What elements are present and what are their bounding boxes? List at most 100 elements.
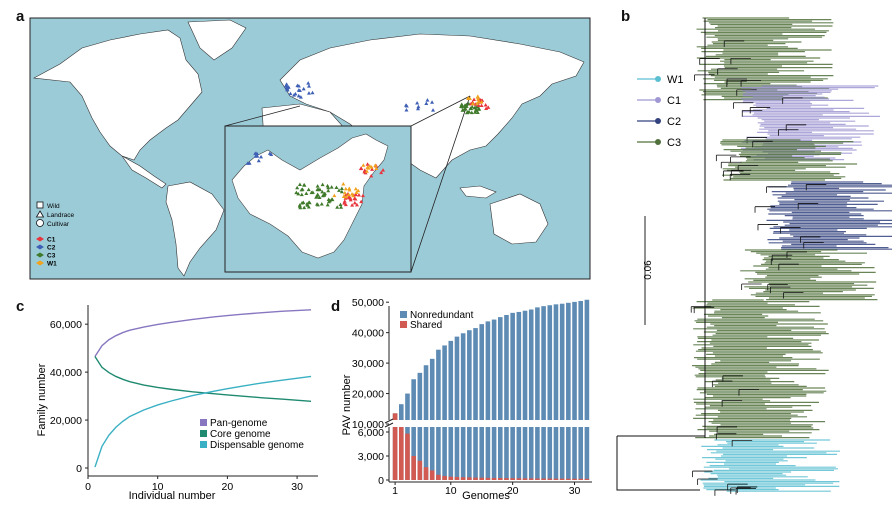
chart-c-xtick-label: 0 — [85, 481, 91, 493]
tree-internal-branch — [780, 227, 801, 234]
bar-nonredundant-lower — [547, 424, 553, 480]
tree-internal-branch — [697, 478, 718, 485]
sample-point — [341, 194, 346, 199]
tree-internal-branch — [729, 173, 751, 181]
legend-group-label: C2 — [47, 245, 56, 252]
bar-nonredundant-lower — [504, 424, 509, 480]
sample-point — [362, 168, 367, 172]
tree-internal-branch — [769, 286, 791, 294]
chart-d-ylabel: PAV number — [341, 374, 353, 435]
bar-nonredundant-lower — [491, 424, 497, 480]
sample-point — [306, 187, 311, 192]
sample-point — [352, 200, 357, 205]
sample-point — [350, 203, 355, 207]
land-north-america — [33, 29, 203, 161]
sample-point — [460, 108, 465, 112]
tree-internal-branch — [749, 107, 771, 114]
bar-nonredundant-lower — [485, 424, 491, 480]
bar-nonredundant — [491, 319, 497, 420]
tree-internal-branch — [730, 169, 752, 177]
chart-d-xtick-label: 1 — [392, 485, 398, 497]
sample-point — [319, 201, 324, 206]
bar-shared — [566, 478, 571, 480]
sample-point — [306, 91, 311, 95]
bar-nonredundant-lower — [559, 424, 565, 480]
sample-point — [346, 192, 351, 197]
bar-shared-lower — [392, 424, 398, 480]
bar-nonredundant — [510, 312, 515, 420]
tree-internal-branch — [797, 203, 819, 210]
tree-internal-branch — [715, 433, 737, 440]
bar-nonredundant-lower — [417, 424, 423, 480]
sample-point — [483, 103, 488, 107]
legend-circle-icon — [36, 219, 44, 227]
tree-internal-branch — [803, 241, 824, 249]
bar-nonredundant-lower — [566, 424, 571, 480]
sample-point — [476, 96, 481, 101]
bar-shared — [392, 413, 398, 420]
tree-internal-branch — [715, 154, 737, 162]
sample-point — [296, 93, 301, 98]
tree-internal-branch — [690, 306, 712, 313]
tree-legend-label: C1 — [667, 95, 681, 107]
sample-point — [464, 110, 469, 115]
sample-point — [326, 185, 331, 190]
tree-internal-branch — [805, 184, 827, 191]
bar-nonredundant — [541, 306, 546, 420]
sample-point — [320, 189, 325, 194]
sample-point — [424, 101, 429, 105]
sample-point — [339, 186, 344, 191]
chart-d-legend-label: Shared — [410, 320, 442, 331]
tree-internal-branch — [740, 80, 762, 87]
chart-d-legend-swatch — [400, 321, 407, 328]
tree-internal-branch — [752, 140, 773, 148]
tree-internal-branch — [720, 161, 742, 169]
sample-point — [356, 193, 361, 197]
chart-c-legend-label: Pan-genome — [210, 418, 268, 429]
axis-break-gap — [390, 420, 592, 427]
tree-internal-branch — [757, 224, 778, 231]
sample-point — [476, 99, 481, 104]
sample-point — [404, 103, 409, 108]
chart-d-ytick-label: 40,000 — [352, 328, 384, 340]
chart-c-legend-label: Dispensable genome — [210, 440, 304, 451]
sample-point — [317, 195, 322, 199]
panel-label-a: a — [16, 8, 25, 25]
bar-nonredundant-lower — [578, 424, 584, 480]
inset-connector-top — [224, 105, 301, 127]
chart-c-xlabel: Individual number — [129, 490, 216, 502]
tree-legend-dot — [655, 118, 661, 124]
sample-point — [343, 202, 348, 207]
sample-point — [431, 108, 436, 112]
chart-c-legend-swatch — [200, 430, 207, 437]
tree-internal-branch — [771, 254, 793, 262]
tree-internal-branch — [766, 186, 787, 193]
sample-point — [339, 189, 344, 194]
tree-internal-branch — [714, 489, 735, 496]
bar-nonredundant — [516, 311, 522, 420]
inset-connector-bottom — [410, 95, 471, 273]
sample-point — [300, 187, 305, 191]
sample-point — [267, 151, 272, 155]
sample-point — [462, 103, 467, 107]
land-australia — [489, 193, 549, 245]
tree-internal-branch — [735, 488, 757, 495]
sample-point — [315, 202, 320, 207]
sample-point — [351, 193, 356, 198]
sample-point — [315, 192, 320, 197]
tree-internal-branch — [783, 292, 804, 299]
sample-point — [342, 190, 347, 195]
tree-internal-branch — [717, 68, 738, 75]
tree-legend-dot — [655, 139, 661, 145]
bar-nonredundant — [398, 404, 404, 420]
chart-c-xtick-label: 10 — [152, 481, 164, 493]
bar-shared — [448, 476, 454, 480]
tree-internal-branch — [754, 206, 776, 213]
sample-point — [425, 98, 430, 102]
sample-point — [470, 104, 475, 109]
bar-nonredundant — [454, 336, 460, 420]
chart-d-xlabel: Genomes — [462, 490, 510, 502]
chart-d-ytick-label: 30,000 — [352, 358, 384, 370]
